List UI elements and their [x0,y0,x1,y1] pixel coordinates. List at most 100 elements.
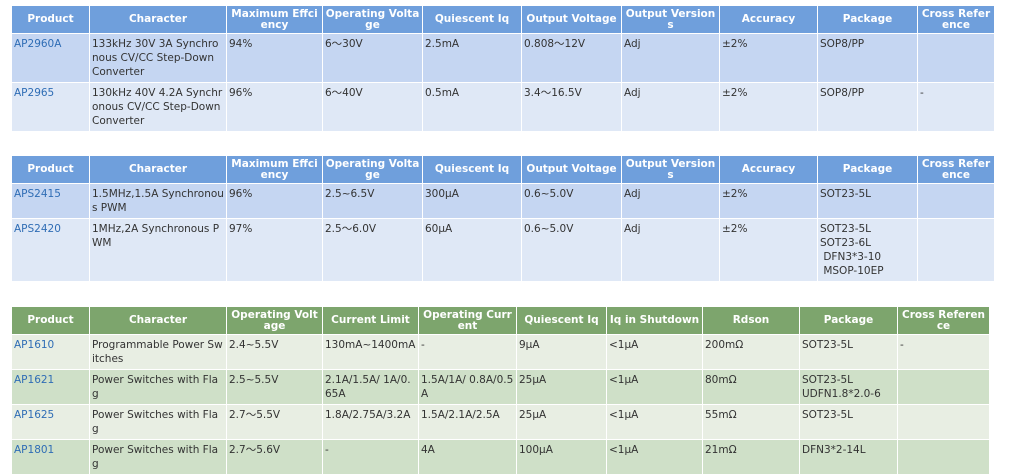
header-operating-voltage: Operating Voltage [322,5,423,34]
cell-operating-voltage: 2.5~6.5V [322,183,423,219]
cell-quiescent-iq: 25μA [516,404,607,440]
cell-package: SOT23-5L UDFN1.8*2.0-6 [799,369,898,405]
power-switch-table: Product Character Operating Voltage Current… [11,306,990,475]
header-operating-voltage: Operating Voltage [226,306,323,335]
cell-operating-voltage: 6～30V [322,33,423,83]
product-link[interactable]: APS2420 [11,218,90,282]
cell-cross-reference [917,33,995,83]
cell-maximum-effciency: 96% [226,183,323,219]
cell-current-limit: 2.1A/1.5A/ 1A/0.65A [322,369,419,405]
cell-operating-voltage: 2.4~5.5V [226,334,323,370]
cell-rdson: 80mΩ [702,369,800,405]
cell-output-voltage: 0.6~5.0V [521,218,622,282]
cell-output-voltage: 3.4～16.5V [521,82,622,132]
header-operating-voltage: Operating Voltage [322,155,423,184]
cell-cross-reference [897,439,990,475]
cell-package: SOT23-5L [799,334,898,370]
cell-rdson: 21mΩ [702,439,800,475]
table-row: AP2960A 133kHz 30V 3A Synchronous CV/CC S… [11,33,995,83]
cell-quiescent-iq: 100μA [516,439,607,475]
table-row: AP1801 Power Switches with Flag 2.7～5.6V -4… [11,439,990,475]
cell-cross-reference [917,183,995,219]
cell-character: 1MHz,2A Synchronous PWM [89,218,227,282]
header-package: Package [799,306,898,335]
header-output-versions: Output Versions [621,155,720,184]
product-link[interactable]: AP2965 [11,82,90,132]
cell-output-versions: Adj [621,33,720,83]
header-product: Product [11,306,90,335]
cell-accuracy: ±2% [719,33,818,83]
header-quiescent-iq: Quiescent Iq [516,306,607,335]
cell-character: 133kHz 30V 3A Synchronous CV/CC Step-Dow… [89,33,227,83]
cell-iq-in-shutdown: <1μA [606,404,703,440]
cell-character: 1.5MHz,1.5A Synchronous PWM [89,183,227,219]
cell-package: SOT23-5L [799,404,898,440]
table-header-row: Product Character Maximum Effciency Operati… [11,5,995,34]
cell-operating-voltage: 2.7～5.6V [226,439,323,475]
cell-quiescent-iq: 9μA [516,334,607,370]
cell-character: Power Switches with Flag [89,404,227,440]
cell-package: DFN3*2-14L [799,439,898,475]
header-rdson: Rdson [702,306,800,335]
cell-cross-reference: - [917,82,995,132]
header-output-voltage: Output Voltage [521,5,622,34]
cell-maximum-effciency: 94% [226,33,323,83]
header-package: Package [817,155,918,184]
cell-operating-current: - [418,334,517,370]
table-row: APS2420 1MHz,2A Synchronous PWM 97% 2.5～6.0… [11,218,995,282]
table-row: AP2965 130kHz 40V 4.2A Synchronous CV/CC … [11,82,995,132]
cell-iq-in-shutdown: <1μA [606,369,703,405]
table-header-row: Product Character Maximum Effciency Operati… [11,155,995,184]
cell-package: SOP8/PP [817,33,918,83]
cell-package: SOT23-5L [817,183,918,219]
header-product: Product [11,155,90,184]
cell-current-limit: 1.8A/2.75A/3.2A [322,404,419,440]
dc-dc-converter-table-2: Product Character Maximum Effciency Operati… [11,155,995,282]
product-link[interactable]: AP1610 [11,334,90,370]
cell-current-limit: 130mA~1400mA [322,334,419,370]
cell-operating-voltage: 2.5~5.5V [226,369,323,405]
cell-operating-voltage: 6～40V [322,82,423,132]
header-cross-reference: Cross Reference [917,155,995,184]
cell-character: Power Switches with Flag [89,439,227,475]
header-package: Package [817,5,918,34]
cell-quiescent-iq: 300μA [422,183,522,219]
header-maximum-effciency: Maximum Effciency [226,155,323,184]
header-cross-reference: Cross Reference [897,306,990,335]
table-row: AP1625 Power Switches with Flag 2.7～5.5V 1.… [11,404,990,440]
cell-iq-in-shutdown: <1μA [606,334,703,370]
cell-rdson: 55mΩ [702,404,800,440]
product-link[interactable]: AP1625 [11,404,90,440]
cell-operating-current: 4A [418,439,517,475]
header-cross-reference: Cross Reference [917,5,995,34]
header-character: Character [89,155,227,184]
dc-dc-converter-table-1: Product Character Maximum Effciency Operati… [11,5,995,132]
cell-accuracy: ±2% [719,218,818,282]
cell-current-limit: - [322,439,419,475]
cell-accuracy: ±2% [719,183,818,219]
table-row: APS2415 1.5MHz,1.5A Synchronous PWM 96% 2.5… [11,183,995,219]
product-link[interactable]: AP2960A [11,33,90,83]
cell-cross-reference [897,369,990,405]
header-character: Character [89,5,227,34]
cell-character: Power Switches with Flag [89,369,227,405]
header-output-voltage: Output Voltage [521,155,622,184]
header-iq-in-shutdown: Iq in Shutdown [606,306,703,335]
cell-output-voltage: 0.6~5.0V [521,183,622,219]
header-accuracy: Accuracy [719,155,818,184]
cell-accuracy: ±2% [719,82,818,132]
header-quiescent-iq: Quiescent Iq [422,5,522,34]
cell-iq-in-shutdown: <1μA [606,439,703,475]
cell-quiescent-iq: 0.5mA [422,82,522,132]
cell-package: SOP8/PP [817,82,918,132]
cell-output-versions: Adj [621,218,720,282]
product-link[interactable]: AP1621 [11,369,90,405]
product-link[interactable]: AP1801 [11,439,90,475]
cell-character: Programmable Power Switches [89,334,227,370]
cell-operating-voltage: 2.5～6.0V [322,218,423,282]
cell-maximum-effciency: 96% [226,82,323,132]
header-character: Character [89,306,227,335]
header-operating-current: Operating Current [418,306,517,335]
cell-quiescent-iq: 2.5mA [422,33,522,83]
product-link[interactable]: APS2415 [11,183,90,219]
